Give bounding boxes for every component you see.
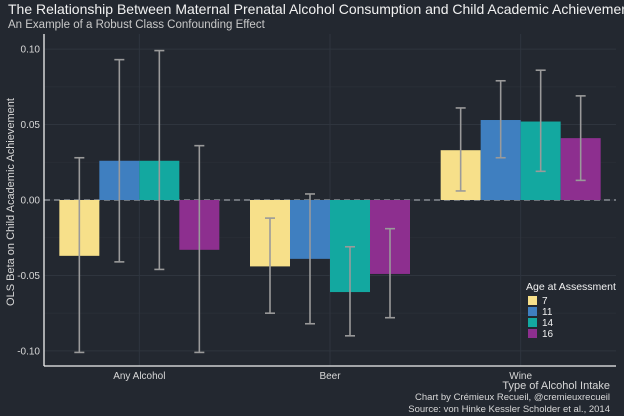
- legend-swatch-16: [528, 329, 537, 338]
- legend-label-7: 7: [542, 296, 548, 307]
- legend-label-14: 14: [542, 318, 554, 329]
- y-tick-label: -0.05: [17, 271, 40, 282]
- error-bar-age-11-beer: [305, 193, 315, 325]
- y-tick-label: -0.10: [17, 346, 40, 357]
- error-bar-age-14-wine: [535, 69, 546, 173]
- error-bar-age-16-wine: [575, 95, 586, 182]
- chart-caption-source: Source: von Hinke Kessler Scholder et al…: [408, 404, 610, 415]
- x-tick-label: Any Alcohol: [113, 371, 165, 382]
- error-bar-age-11-any-alcohol: [114, 58, 125, 263]
- error-bar-age-14-beer: [345, 245, 355, 337]
- legend-label-16: 16: [542, 329, 554, 340]
- error-bar-age-7-wine: [455, 107, 466, 192]
- legend-swatch-11: [528, 307, 537, 316]
- legend-label-11: 11: [542, 307, 553, 318]
- error-bar-age-16-beer: [385, 227, 395, 319]
- chart-caption-credit: Chart by Crémieux Recueil, @cremieuxrecu…: [415, 392, 610, 403]
- error-bar-age-11-wine: [495, 79, 506, 159]
- y-tick-label: 0.00: [21, 196, 41, 207]
- tick-labels-layer: 0.10 0.05 0.00 -0.05 -0.10 Any Alcohol Beer Win…: [17, 45, 532, 382]
- error-bar-age-7-any-alcohol: [74, 156, 85, 354]
- x-tick-label: Wine: [509, 371, 532, 382]
- legend-title: Age at Assessment: [526, 281, 616, 293]
- y-axis-label: OLS Beta on Child Academic Achievement: [5, 98, 17, 306]
- legend-swatch-7: [528, 296, 537, 305]
- chart-title: The Relationship Between Maternal Prenat…: [8, 1, 624, 17]
- axes-layer: [43, 34, 616, 367]
- y-tick-label: 0.05: [21, 120, 41, 131]
- x-axis-label: Type of Alcohol Intake: [502, 380, 610, 392]
- chart-subtitle: An Example of a Robust Class Confounding…: [8, 19, 266, 31]
- error-bars-layer: [74, 49, 586, 354]
- legend-swatch-14: [528, 318, 537, 327]
- error-bar-age-14-any-alcohol: [154, 49, 165, 271]
- y-tick-label: 0.10: [21, 45, 41, 56]
- x-tick-label: Beer: [319, 371, 341, 382]
- error-bar-age-7-beer: [265, 217, 275, 314]
- error-bar-age-16-any-alcohol: [194, 144, 205, 354]
